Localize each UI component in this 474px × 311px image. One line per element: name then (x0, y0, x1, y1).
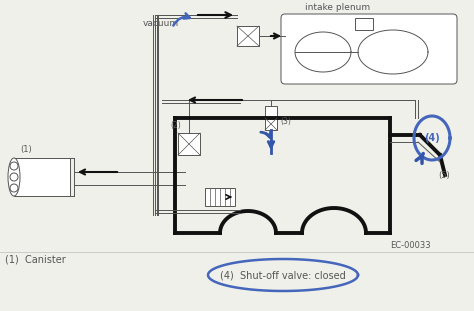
Text: intake plenum: intake plenum (305, 3, 370, 12)
Text: (1)  Canister: (1) Canister (5, 254, 66, 264)
Text: (5): (5) (438, 171, 450, 180)
Text: EC-00033: EC-00033 (390, 241, 430, 250)
Text: (3): (3) (280, 117, 291, 126)
Bar (265, 106, 277, 118)
Text: (2): (2) (170, 121, 181, 130)
Text: (4)  Shut-off valve: closed: (4) Shut-off valve: closed (220, 270, 346, 280)
Ellipse shape (8, 158, 20, 196)
Text: vacuum: vacuum (143, 19, 179, 28)
FancyBboxPatch shape (281, 14, 457, 84)
Bar (178, 133, 200, 155)
Bar (265, 118, 277, 130)
Bar (237, 26, 259, 46)
Bar (14, 158, 70, 196)
Bar (355, 18, 373, 30)
Text: (4): (4) (424, 133, 440, 143)
Bar (205, 188, 235, 206)
Text: (1): (1) (20, 145, 32, 154)
